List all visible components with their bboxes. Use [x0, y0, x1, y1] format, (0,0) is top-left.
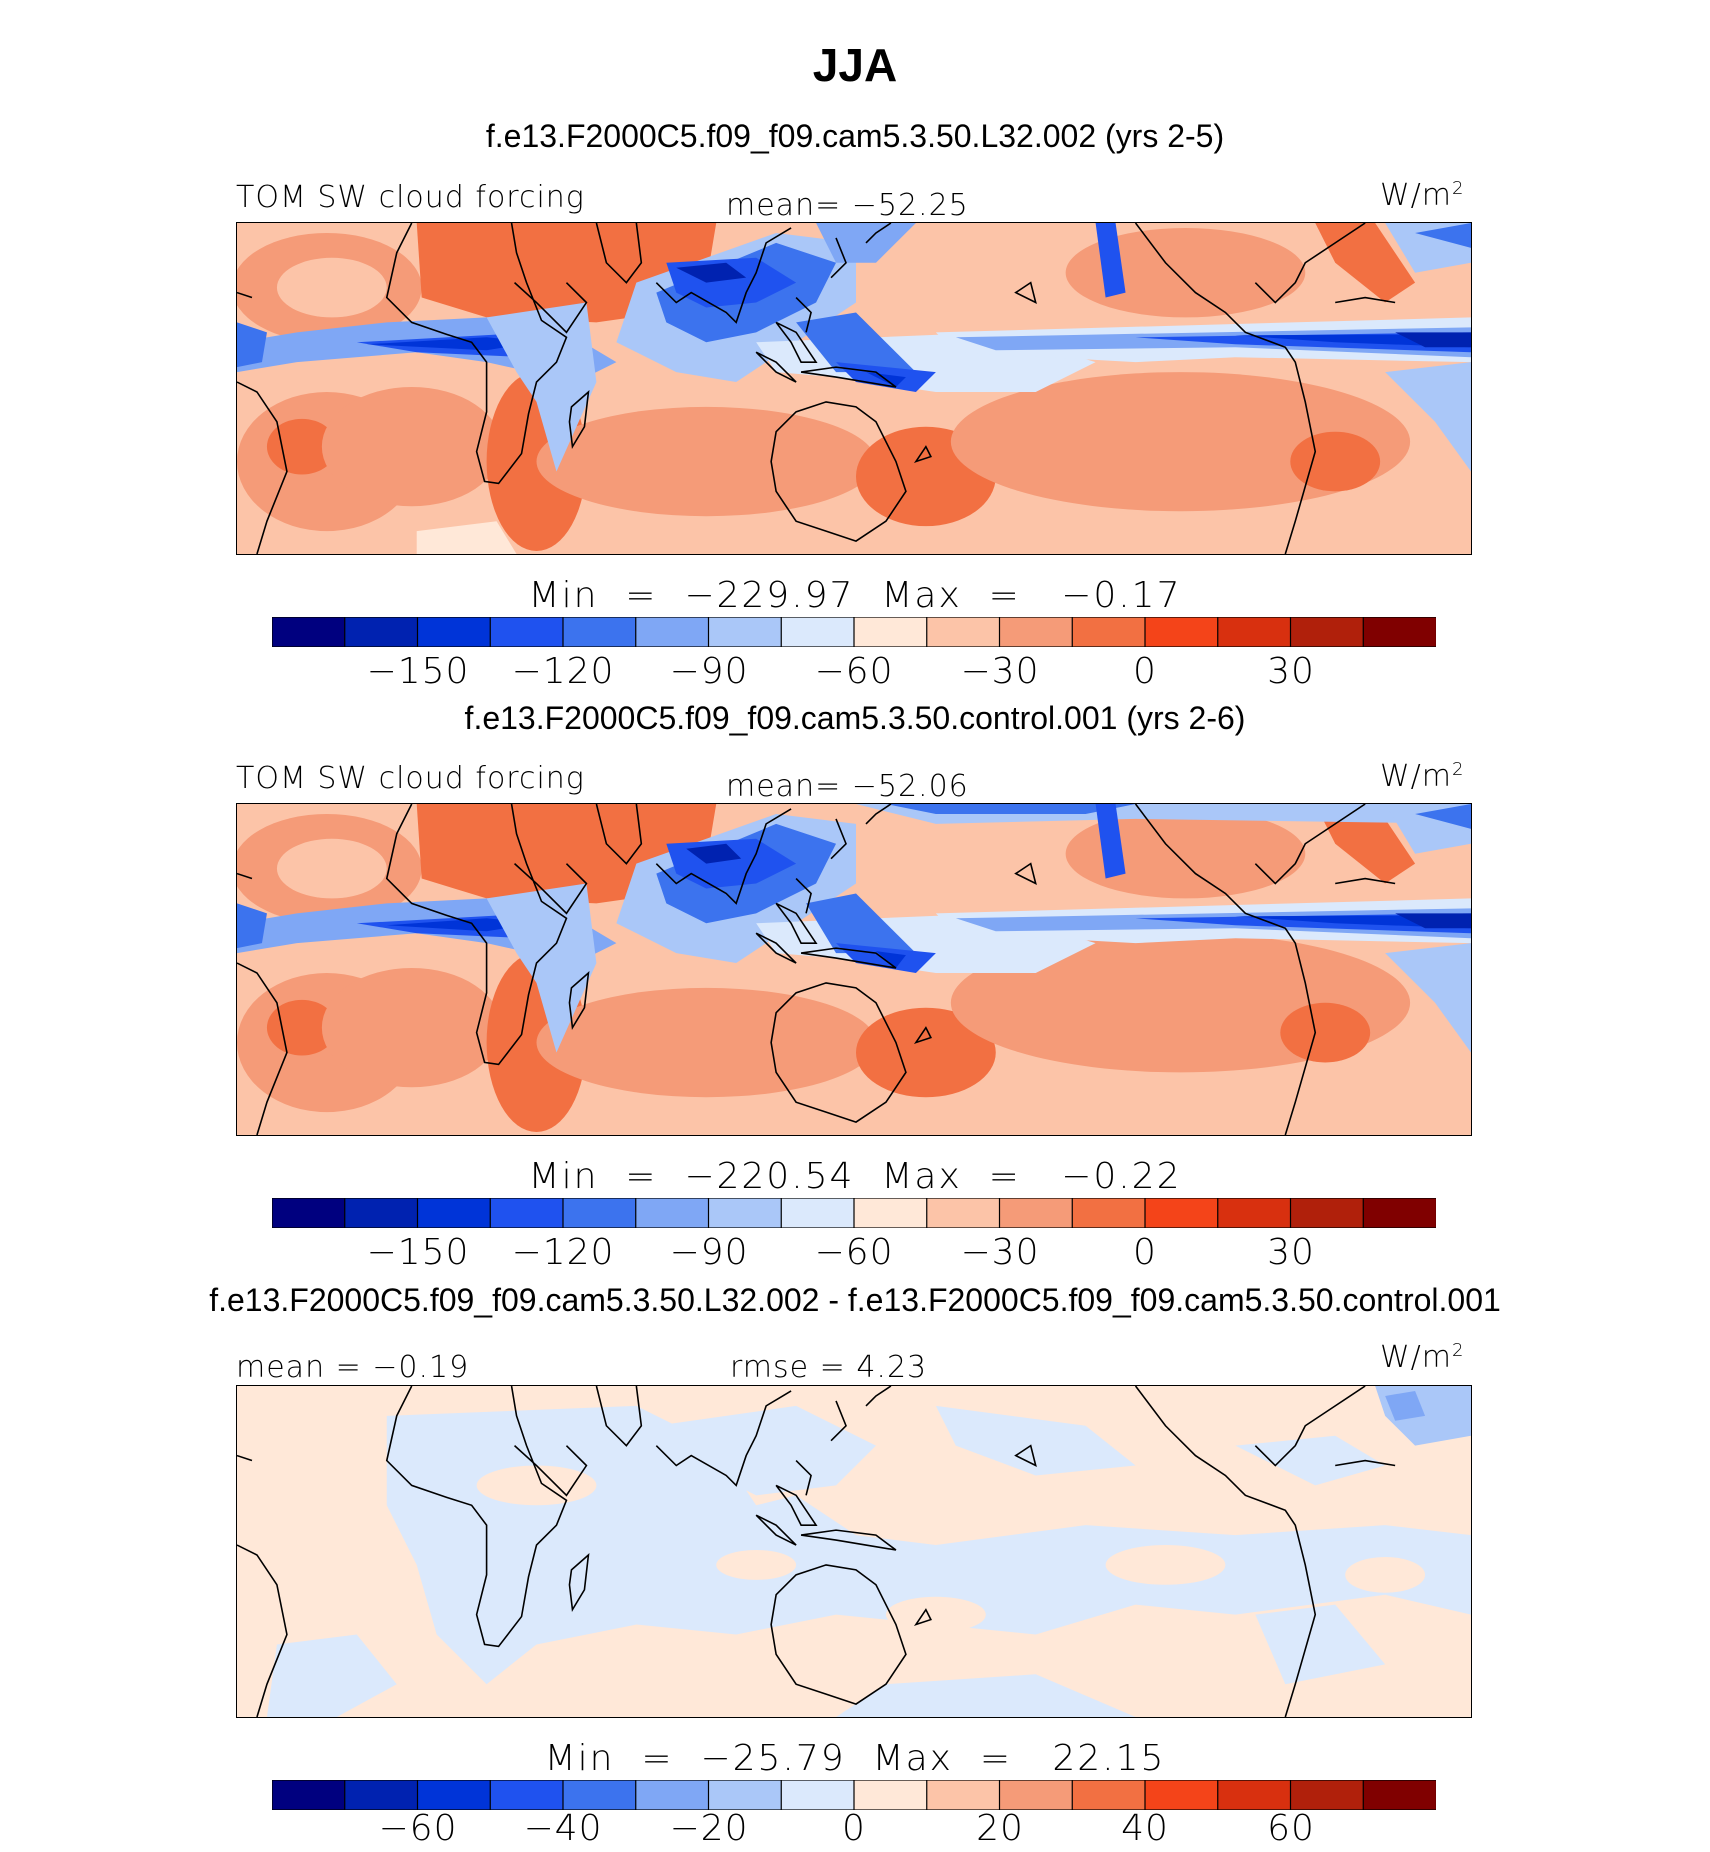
colorbar-swatch	[1289, 617, 1365, 647]
colorbar-tick-label: 0	[1133, 1232, 1157, 1273]
colorbar-swatch	[780, 617, 856, 647]
colorbar-tick-label: 30	[1267, 1232, 1315, 1273]
colorbar-swatch	[998, 617, 1074, 647]
colorbar-tick-label: −60	[814, 1232, 894, 1273]
colorbar-swatch	[416, 617, 492, 647]
colorbar-swatch	[1289, 1198, 1365, 1228]
colorbar-swatch	[562, 617, 637, 647]
figure-title: JJA	[812, 39, 898, 91]
colorbar-swatch	[853, 617, 928, 647]
colorbar-swatch	[272, 1198, 346, 1228]
colorbar-swatch	[1071, 1780, 1147, 1810]
colorbar-tick-label: 0	[1133, 651, 1157, 692]
panel-3-units: W/m2	[1380, 1340, 1465, 1375]
colorbar-swatch	[998, 1780, 1074, 1810]
colorbar-swatch	[562, 1198, 637, 1228]
colorbar-swatch	[707, 1198, 783, 1228]
panel-3-rmse-label: rmse = 4.23	[730, 1350, 928, 1385]
panel-1-colorbar-ticks: −150 −120 −90 −60 −30 0 30	[0, 651, 1710, 695]
panel-2-case-title: f.e13.F2000C5.f09_f09.cam5.3.50.control.…	[464, 700, 1246, 736]
panel-1-variable-label: TOM SW cloud forcing	[236, 180, 585, 215]
panel-1-units: W/m2	[1380, 178, 1465, 213]
panel-2-colorbar-ticks: −150 −120 −90 −60 −30 0 30	[0, 1232, 1710, 1276]
colorbar-swatch	[1362, 1780, 1436, 1810]
colorbar-tick-label: 60	[1267, 1808, 1315, 1849]
colorbar-tick-label: 0	[842, 1808, 866, 1849]
colorbar-swatch	[998, 1198, 1074, 1228]
colorbar-swatch	[272, 617, 346, 647]
colorbar-swatch	[1362, 1198, 1436, 1228]
colorbar-swatch	[489, 1198, 565, 1228]
colorbar-tick-label: −30	[960, 1232, 1040, 1273]
panel-2-variable-label: TOM SW cloud forcing	[236, 761, 585, 796]
colorbar-swatch	[1217, 1198, 1292, 1228]
colorbar-swatch	[344, 617, 419, 647]
colorbar-swatch	[1217, 617, 1292, 647]
panel-1-case-title: f.e13.F2000C5.f09_f09.cam5.3.50.L32.002 …	[485, 118, 1225, 154]
panel-2-map	[236, 803, 1472, 1136]
colorbar-swatch	[1071, 617, 1147, 647]
colorbar-swatch	[635, 1198, 710, 1228]
colorbar-tick-label: −120	[511, 651, 615, 692]
colorbar-swatch	[1217, 1780, 1292, 1810]
colorbar-swatch	[926, 617, 1001, 647]
panel-1-mean-label: mean= −52.25	[726, 188, 969, 223]
colorbar-tick-label: −90	[669, 1232, 749, 1273]
panel-3-mean-label: mean = −0.19	[236, 1350, 470, 1385]
colorbar-swatch	[926, 1780, 1001, 1810]
colorbar-tick-label: 40	[1121, 1808, 1169, 1849]
colorbar-swatch	[489, 1780, 565, 1810]
colorbar-swatch	[562, 1780, 637, 1810]
panel-1-map	[236, 222, 1472, 555]
colorbar-swatch	[1289, 1780, 1365, 1810]
colorbar-swatch	[344, 1198, 419, 1228]
panel-2-units: W/m2	[1380, 759, 1465, 794]
colorbar-swatch	[853, 1780, 928, 1810]
panel-2-mean-label: mean= −52.06	[726, 769, 969, 804]
panel-3-case-title: f.e13.F2000C5.f09_f09.cam5.3.50.L32.002 …	[209, 1282, 1501, 1318]
colorbar-swatch	[635, 617, 710, 647]
colorbar-swatch	[780, 1780, 856, 1810]
colorbar-swatch	[707, 617, 783, 647]
colorbar-swatch	[780, 1198, 856, 1228]
panel-2-minmax: Min = −220.54 Max = −0.22	[528, 1156, 1182, 1197]
panel-2-colorbar	[272, 1198, 1436, 1228]
colorbar-tick-label: −60	[814, 651, 894, 692]
colorbar-swatch	[1071, 1198, 1147, 1228]
colorbar-tick-label: −40	[523, 1808, 603, 1849]
colorbar-swatch	[1362, 617, 1436, 647]
colorbar-swatch	[272, 1780, 346, 1810]
colorbar-swatch	[416, 1198, 492, 1228]
colorbar-tick-label: −20	[669, 1808, 749, 1849]
panel-3-colorbar	[272, 1780, 1436, 1810]
colorbar-swatch	[1144, 617, 1219, 647]
colorbar-swatch	[1144, 1198, 1219, 1228]
colorbar-tick-label: −150	[366, 651, 470, 692]
colorbar-swatch	[489, 617, 565, 647]
panel-1-minmax: Min = −229.97 Max = −0.17	[528, 575, 1182, 616]
colorbar-swatch	[707, 1780, 783, 1810]
colorbar-tick-label: −60	[378, 1808, 458, 1849]
panel-3-map	[236, 1385, 1472, 1718]
colorbar-tick-label: −30	[960, 651, 1040, 692]
panel-3-colorbar-ticks: −60 −40 −20 0 20 40 60	[0, 1808, 1710, 1852]
colorbar-tick-label: −90	[669, 651, 749, 692]
colorbar-swatch	[344, 1780, 419, 1810]
colorbar-swatch	[635, 1780, 710, 1810]
colorbar-swatch	[853, 1198, 928, 1228]
colorbar-swatch	[416, 1780, 492, 1810]
panel-1-colorbar	[272, 617, 1436, 647]
colorbar-tick-label: 20	[976, 1808, 1024, 1849]
colorbar-swatch	[1144, 1780, 1219, 1810]
panel-3-minmax: Min = −25.79 Max = 22.15	[544, 1738, 1166, 1779]
colorbar-swatch	[926, 1198, 1001, 1228]
colorbar-tick-label: −150	[366, 1232, 470, 1273]
colorbar-tick-label: 30	[1267, 651, 1315, 692]
colorbar-tick-label: −120	[511, 1232, 615, 1273]
